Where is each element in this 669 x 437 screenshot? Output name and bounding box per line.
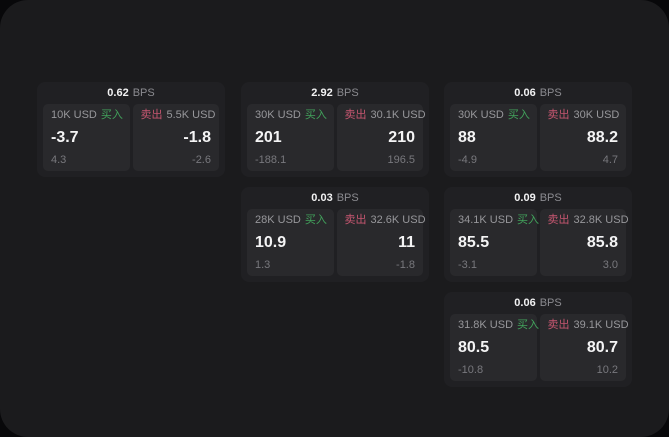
sell-amount: 39.1K USD (573, 319, 629, 331)
quote-body: 34.1K USD 买入 85.5 -3.1 卖出 32.8K USD 85.8… (450, 209, 629, 276)
quote-card[interactable]: 0.06 BPS 30K USD 买入 88 -4.9 卖出 30K USD 8… (444, 82, 632, 177)
spread-unit-label: BPS (539, 296, 562, 309)
buy-change: -4.9 (458, 154, 477, 166)
sell-amount: 32.6K USD (370, 214, 426, 226)
sell-price: 85.8 (586, 234, 618, 251)
quote-body: 31.8K USD 买入 80.5 -10.8 卖出 39.1K USD 80.… (450, 314, 629, 381)
buy-price: -3.7 (51, 129, 79, 146)
quote-card[interactable]: 0.03 BPS 28K USD 买入 10.9 1.3 卖出 32.6K US… (241, 187, 429, 282)
sell-change: 4.7 (602, 154, 618, 166)
sell-button[interactable]: 卖出 (547, 319, 570, 331)
buy-price: 88 (458, 129, 476, 146)
buy-price: 10.9 (255, 234, 287, 251)
buy-price: 80.5 (458, 339, 490, 356)
quote-body: 28K USD 买入 10.9 1.3 卖出 32.6K USD 11 -1.8 (247, 209, 426, 276)
sell-tile[interactable]: 卖出 32.6K USD 11 -1.8 (336, 209, 426, 276)
spread-value: 0.09 (514, 191, 536, 204)
quote-body: 10K USD 买入 -3.7 4.3 卖出 5.5K USD -1.8 -2.… (43, 104, 219, 171)
buy-change: -10.8 (458, 364, 484, 376)
sell-button[interactable]: 卖出 (547, 214, 570, 226)
buy-tile[interactable]: 30K USD 买入 201 -188.1 (247, 104, 334, 171)
quote-card[interactable]: 0.09 BPS 34.1K USD 买入 85.5 -3.1 卖出 32.8K… (444, 187, 632, 282)
spread-header: 0.06 BPS (450, 292, 626, 314)
sell-price: 210 (388, 129, 415, 146)
quote-body: 30K USD 买入 201 -188.1 卖出 30.1K USD 210 1… (247, 104, 426, 171)
spread-unit-label: BPS (336, 86, 359, 99)
buy-change: -188.1 (255, 154, 287, 166)
spread-value: 0.06 (514, 86, 536, 99)
buy-change: -3.1 (458, 259, 477, 271)
quote-card[interactable]: 0.62 BPS 10K USD 买入 -3.7 4.3 卖出 5.5K USD… (37, 82, 225, 177)
sell-price: 11 (398, 234, 415, 251)
spread-header: 0.06 BPS (450, 82, 626, 104)
spread-value: 0.62 (107, 86, 129, 99)
buy-change: 4.3 (51, 154, 67, 166)
buy-tile[interactable]: 31.8K USD 买入 80.5 -10.8 (450, 314, 540, 381)
buy-amount: 10K USD (51, 109, 97, 121)
buy-tile[interactable]: 10K USD 买入 -3.7 4.3 (43, 104, 130, 171)
spread-value: 0.03 (311, 191, 333, 204)
buy-price: 85.5 (458, 234, 490, 251)
sell-button[interactable]: 卖出 (344, 109, 367, 121)
buy-price: 201 (255, 129, 282, 146)
buy-tile[interactable]: 34.1K USD 买入 85.5 -3.1 (450, 209, 540, 276)
sell-amount: 30.1K USD (370, 109, 426, 121)
sell-amount: 32.8K USD (573, 214, 629, 226)
buy-amount: 34.1K USD (458, 214, 514, 226)
buy-button[interactable]: 买入 (304, 109, 327, 121)
sell-tile[interactable]: 卖出 30.1K USD 210 196.5 (336, 104, 426, 171)
sell-button[interactable]: 卖出 (140, 109, 163, 121)
buy-button[interactable]: 买入 (100, 109, 123, 121)
sell-button[interactable]: 卖出 (344, 214, 367, 226)
sell-price: -1.8 (183, 129, 211, 146)
sell-tile[interactable]: 卖出 5.5K USD -1.8 -2.6 (132, 104, 219, 171)
quote-card[interactable]: 0.06 BPS 31.8K USD 买入 80.5 -10.8 卖出 39.1… (444, 292, 632, 387)
spread-unit-label: BPS (336, 191, 359, 204)
sell-change: 196.5 (387, 154, 415, 166)
sell-change: -1.8 (396, 259, 415, 271)
sell-price: 80.7 (586, 339, 618, 356)
buy-button[interactable]: 买入 (507, 109, 530, 121)
spread-header: 0.62 BPS (43, 82, 219, 104)
sell-button[interactable]: 卖出 (547, 109, 570, 121)
spread-unit-label: BPS (539, 191, 562, 204)
quote-card[interactable]: 2.92 BPS 30K USD 买入 201 -188.1 卖出 30.1K … (241, 82, 429, 177)
spread-header: 0.09 BPS (450, 187, 626, 209)
spread-header: 2.92 BPS (247, 82, 423, 104)
buy-amount: 28K USD (255, 214, 301, 226)
buy-button[interactable]: 买入 (517, 319, 540, 331)
buy-amount: 30K USD (255, 109, 301, 121)
spread-unit-label: BPS (539, 86, 562, 99)
buy-change: 1.3 (255, 259, 271, 271)
sell-change: -2.6 (192, 154, 211, 166)
sell-amount: 30K USD (573, 109, 620, 121)
spread-value: 2.92 (311, 86, 333, 99)
sell-price: 88.2 (586, 129, 618, 146)
sell-change: 3.0 (602, 259, 618, 271)
buy-button[interactable]: 买入 (517, 214, 540, 226)
quote-body: 30K USD 买入 88 -4.9 卖出 30K USD 88.2 4.7 (450, 104, 626, 171)
buy-button[interactable]: 买入 (304, 214, 327, 226)
buy-tile[interactable]: 28K USD 买入 10.9 1.3 (247, 209, 334, 276)
buy-amount: 31.8K USD (458, 319, 514, 331)
sell-tile[interactable]: 卖出 39.1K USD 80.7 10.2 (539, 314, 629, 381)
spread-header: 0.03 BPS (247, 187, 423, 209)
sell-change: 10.2 (596, 364, 618, 376)
sell-amount: 5.5K USD (166, 109, 216, 121)
buy-tile[interactable]: 30K USD 买入 88 -4.9 (450, 104, 537, 171)
sell-tile[interactable]: 卖出 32.8K USD 85.8 3.0 (539, 209, 629, 276)
spread-value: 0.06 (514, 296, 536, 309)
spread-unit-label: BPS (132, 86, 155, 99)
sell-tile[interactable]: 卖出 30K USD 88.2 4.7 (539, 104, 626, 171)
buy-amount: 30K USD (458, 109, 504, 121)
